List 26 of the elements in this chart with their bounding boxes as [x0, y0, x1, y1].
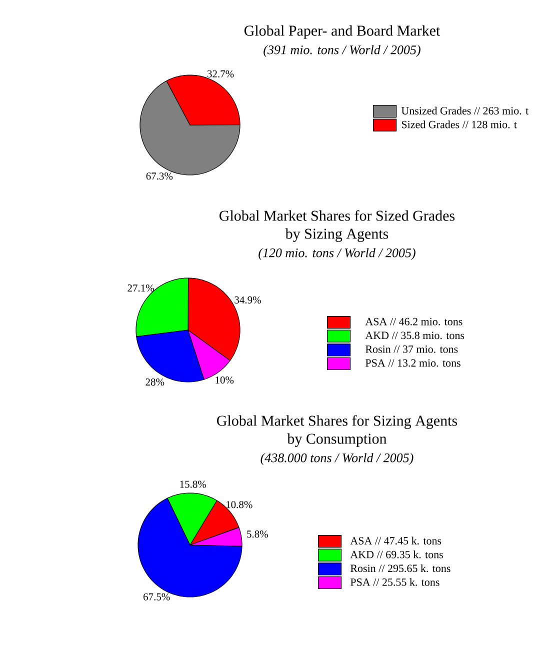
data-label: 15.8% — [180, 480, 206, 488]
chart-title: Global Paper- and Board Market — [244, 25, 440, 39]
legend-label: Rosin // 295.65 k. tons — [350, 564, 450, 572]
legend-label: AKD // 35.8 mio. tons — [365, 332, 464, 340]
legend-label: Sized Grades // 128 mio. t — [402, 120, 517, 128]
chart-subtitle: (391 mio. tons / World / 2005) — [264, 45, 420, 57]
data-label: 28% — [146, 378, 164, 386]
chart-title: Global Market Shares for Sized Grades by Sizing Agents — [220, 210, 455, 242]
data-label: 32.7% — [208, 70, 234, 78]
chart-subtitle: (120 mio. tons / World / 2005) — [258, 248, 416, 260]
data-label: 10.8% — [226, 501, 252, 508]
data-label: 67.5% — [144, 593, 170, 600]
legend-label: PSA // 25.55 k. tons — [350, 578, 440, 586]
data-label: 67.3% — [146, 172, 173, 180]
legend-label: ASA // 46.2 mio. tons — [365, 318, 462, 326]
chart-subtitle: (438.000 tons / World / 2005) — [260, 453, 414, 465]
data-label: 27.1% — [128, 284, 154, 292]
data-label: 5.8% — [247, 530, 268, 538]
chart-title: Global Market Shares for Sizing Agents by Consumption — [217, 415, 458, 447]
legend-label: PSA // 13.2 mio. tons — [366, 359, 460, 367]
data-label: 10% — [216, 376, 234, 384]
legend-label: Rosin // 37 mio. tons — [366, 346, 458, 353]
legend-label: Unsized Grades // 263 mio. t — [401, 106, 529, 115]
data-label: 34.9% — [234, 296, 261, 304]
legend-label: AKD // 69.35 k. tons — [350, 550, 443, 558]
legend-label: ASA // 47.45 k. tons — [350, 536, 442, 545]
